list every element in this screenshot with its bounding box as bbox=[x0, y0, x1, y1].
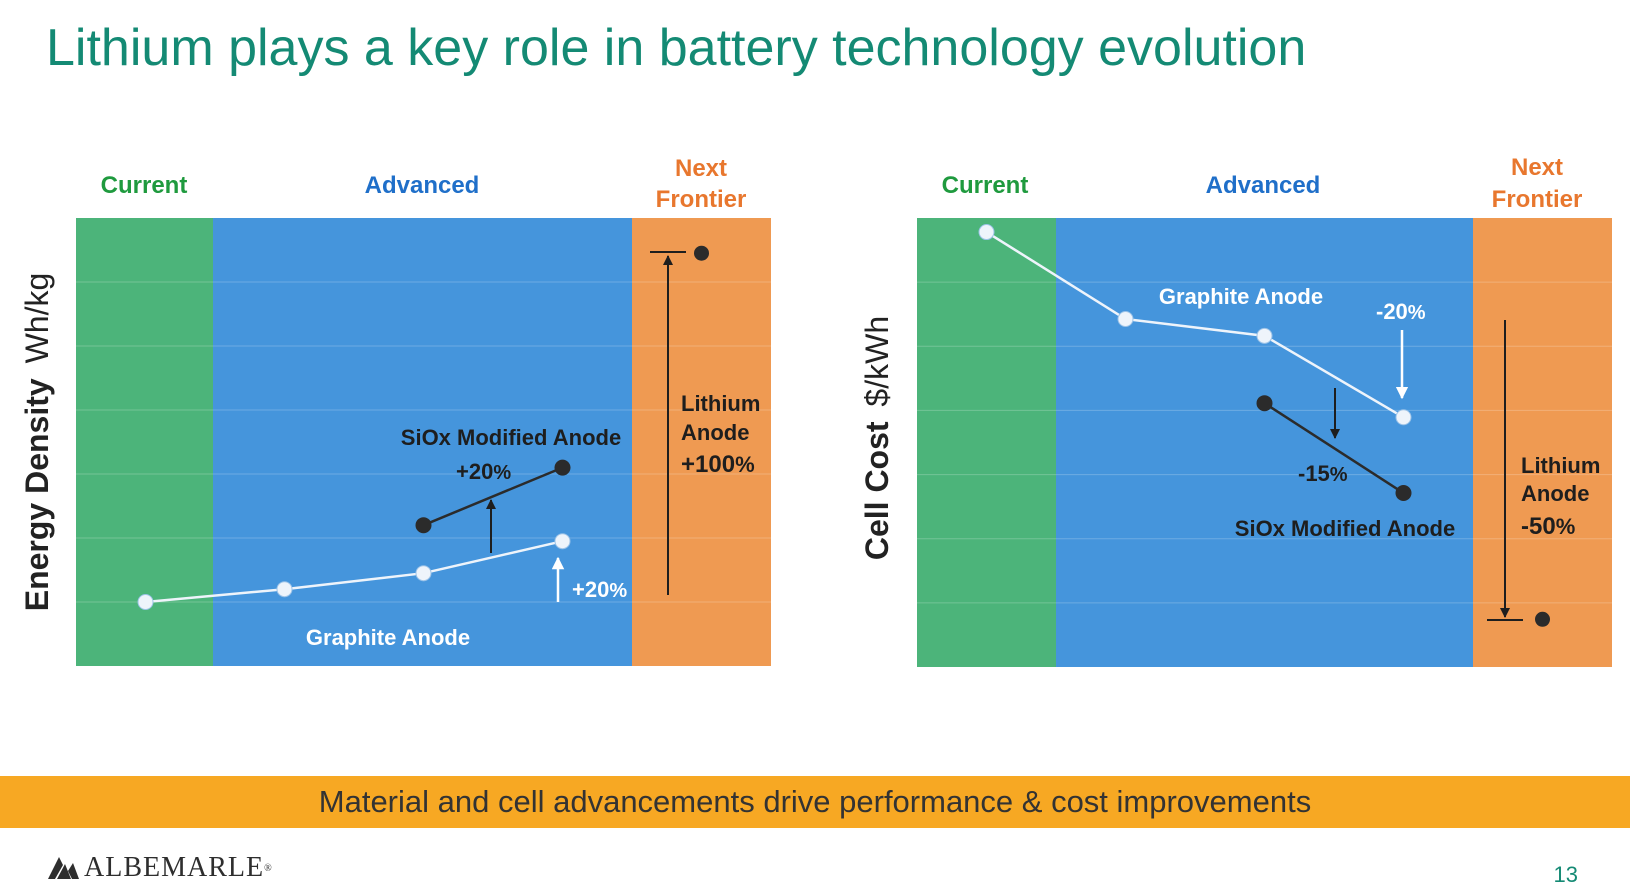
lithium-anode-label-line1: Lithium bbox=[681, 391, 760, 416]
graphite-anode-label: Graphite Anode bbox=[1159, 284, 1323, 309]
zone-label-advanced: Advanced bbox=[365, 172, 480, 199]
y-axis-label-bold: Energy Density bbox=[19, 378, 55, 611]
graphite-data-point-3 bbox=[415, 565, 432, 582]
graphite-data-point-4 bbox=[1395, 409, 1412, 426]
siox-anode-points bbox=[1256, 395, 1412, 502]
lithium-anode-points bbox=[694, 245, 709, 261]
y-axis-label-unit: Wh/kg bbox=[19, 273, 55, 364]
lithium-change-label: +100% bbox=[681, 451, 755, 478]
siox-anode-label: SiOx Modified Anode bbox=[401, 425, 621, 450]
siox-anode-line bbox=[1263, 402, 1405, 495]
charts-canvas: Current Advanced Next Frontier Energy De… bbox=[19, 154, 1612, 667]
graphite-anode-label: Graphite Anode bbox=[306, 625, 470, 650]
graphite-anode-points bbox=[137, 533, 571, 610]
zone-advanced bbox=[1056, 218, 1473, 667]
zone-label-frontier: Frontier bbox=[1492, 186, 1583, 213]
siox-data-point-2 bbox=[554, 459, 571, 476]
lithium-anode-label-line2: Anode bbox=[681, 420, 749, 445]
y-axis-label: Cell Cost $/kWh bbox=[859, 316, 895, 560]
zone-label-frontier: Frontier bbox=[656, 186, 747, 213]
zone-label-current: Current bbox=[101, 172, 188, 199]
zone-label-next: Next bbox=[1511, 154, 1563, 181]
siox-data-point-1 bbox=[415, 517, 432, 534]
graphite-anode-points bbox=[978, 224, 1412, 426]
zone-next-frontier bbox=[632, 218, 771, 666]
zone-label-current: Current bbox=[942, 172, 1029, 199]
lithium-change-label: -50% bbox=[1521, 513, 1575, 540]
zone-label-next: Next bbox=[675, 155, 727, 182]
zone-current bbox=[917, 218, 1056, 667]
logo-registered-mark: ® bbox=[264, 862, 272, 874]
graphite-data-point-2 bbox=[276, 581, 293, 598]
graphite-anode-line bbox=[145, 539, 563, 604]
graphite-data-point-3 bbox=[1256, 327, 1273, 344]
y-axis-label-unit: $/kWh bbox=[859, 316, 895, 407]
graphite-data-point-2 bbox=[1117, 311, 1134, 328]
zone-next-frontier bbox=[1473, 218, 1612, 667]
graphite-anode-line bbox=[985, 230, 1405, 419]
page-number: 13 bbox=[1553, 862, 1578, 887]
gridlines bbox=[76, 281, 771, 603]
graphite-data-point-1 bbox=[137, 594, 154, 610]
cell-cost-chart: Current Advanced Next Frontier Cell Cost… bbox=[859, 154, 1612, 667]
siox-anode-line bbox=[423, 466, 563, 527]
graphite-change-label: -20% bbox=[1376, 299, 1426, 324]
lithium-anode-label-line2: Anode bbox=[1521, 481, 1589, 506]
y-axis-label-bold: Cell Cost bbox=[859, 421, 895, 560]
takeaway-text: Material and cell advancements drive per… bbox=[318, 784, 1312, 819]
graphite-change-label: +20% bbox=[572, 577, 627, 602]
graphite-data-point-4 bbox=[554, 533, 571, 550]
siox-change-label: +20% bbox=[456, 459, 511, 484]
lithium-anode-points bbox=[1535, 611, 1550, 627]
lithium-data-point-1 bbox=[1535, 611, 1550, 627]
lithium-anode-label-line1: Lithium bbox=[1521, 453, 1600, 478]
siox-change-label: -15% bbox=[1298, 461, 1348, 486]
siox-anode-label: SiOx Modified Anode bbox=[1235, 516, 1455, 541]
siox-data-point-2 bbox=[1395, 485, 1412, 502]
company-logo: ALBEMARLE ® bbox=[46, 852, 272, 884]
energy-density-chart: Current Advanced Next Frontier Energy De… bbox=[19, 155, 771, 666]
slide-title: Lithium plays a key role in battery tech… bbox=[46, 19, 1307, 77]
zone-label-advanced: Advanced bbox=[1206, 172, 1321, 199]
y-axis-label: Energy Density Wh/kg bbox=[19, 273, 55, 612]
zone-current bbox=[76, 218, 213, 666]
siox-data-point-1 bbox=[1256, 395, 1273, 412]
lithium-data-point-1 bbox=[694, 245, 709, 261]
logo-text: ALBEMARLE bbox=[84, 852, 265, 883]
takeaway-banner: Material and cell advancements drive per… bbox=[0, 776, 1630, 828]
graphite-data-point-1 bbox=[978, 224, 995, 241]
siox-anode-points bbox=[415, 459, 571, 534]
albemarle-logo-icon bbox=[48, 857, 79, 879]
